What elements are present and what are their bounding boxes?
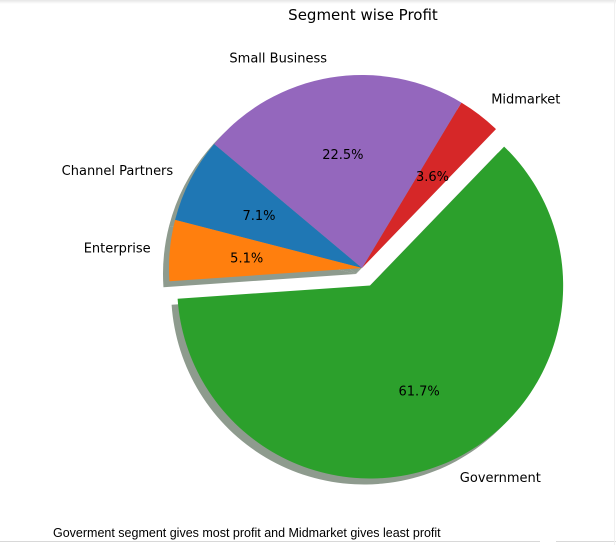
pct-channel-partners: 7.1% [242, 209, 275, 224]
pie-label-layer: Channel Partners 7.1% Enterprise 5.1% Govern… [62, 52, 561, 486]
slice-channel-partners [175, 143, 362, 268]
chart-caption: Goverment segment gives most profit and … [53, 526, 441, 540]
slice-small-business [214, 75, 462, 268]
top-shade [0, 0, 616, 4]
chart-title: Segment wise Profit [288, 6, 438, 24]
pct-midmarket: 3.6% [416, 170, 449, 185]
bottom-rule-2 [556, 541, 616, 542]
pct-enterprise: 5.1% [230, 251, 263, 266]
label-channel-partners: Channel Partners [62, 164, 174, 179]
slice-government [177, 146, 564, 479]
right-rule [614, 0, 615, 545]
pie-chart: Segment wise Profit Channel Partners 7.1%… [62, 6, 564, 486]
label-enterprise: Enterprise [84, 242, 151, 257]
slice-enterprise [168, 219, 362, 282]
label-small-business: Small Business [229, 52, 327, 67]
pct-small-business: 22.5% [322, 148, 363, 163]
pct-government: 61.7% [398, 385, 439, 400]
slice-midmarket [362, 102, 496, 268]
label-government: Government [460, 471, 541, 486]
label-midmarket: Midmarket [491, 93, 560, 108]
pie-slice-layer [168, 75, 564, 479]
bottom-rule [0, 541, 540, 542]
